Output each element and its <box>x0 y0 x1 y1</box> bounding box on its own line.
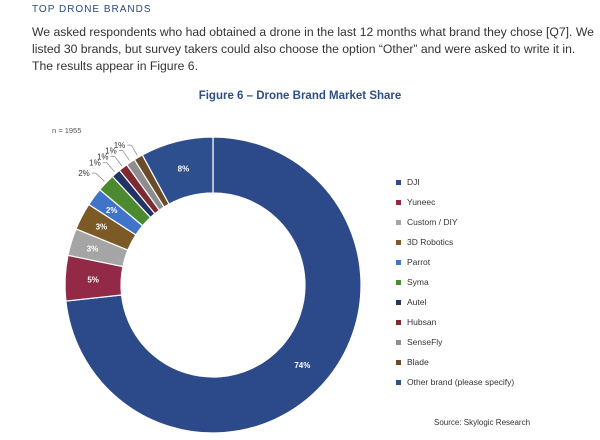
legend-swatch <box>396 179 401 185</box>
legend-item: Syma <box>396 272 514 292</box>
slice-label: 3% <box>87 244 99 253</box>
donut-slice <box>65 136 362 434</box>
legend-swatch <box>396 199 401 205</box>
donut-slice <box>141 136 214 205</box>
legend-label: Custom / DIY <box>407 217 458 227</box>
intro-line: listed 30 brands, but survey takers coul… <box>32 42 576 56</box>
legend-swatch <box>396 299 401 305</box>
legend-swatch <box>396 379 401 385</box>
legend-item: SenseFly <box>396 332 514 352</box>
sample-size-label: n = 1955 <box>52 126 82 135</box>
source-note: Source: Skylogic Research <box>434 418 531 427</box>
leader-line <box>102 162 115 173</box>
intro-paragraph: We asked respondents who had obtained a … <box>32 24 594 75</box>
legend-swatch <box>396 239 401 245</box>
legend-label: SenseFly <box>407 337 443 347</box>
legend-label: Syma <box>407 277 429 287</box>
slice-label: 2% <box>106 206 118 215</box>
legend-item: Yuneec <box>396 192 514 212</box>
leader-line <box>127 144 138 156</box>
intro-line: We asked respondents who had obtained a … <box>32 25 594 39</box>
slice-label: 5% <box>87 275 99 284</box>
legend-item: Autel <box>396 292 514 312</box>
legend-swatch <box>396 339 401 345</box>
legend-item: DJI <box>396 172 514 192</box>
legend-swatch <box>396 319 401 325</box>
legend-label: Other brand (please specify) <box>407 377 515 387</box>
legend-item: 3D Robotics <box>396 232 514 252</box>
legend-item: Parrot <box>396 252 514 272</box>
slice-label: 3% <box>96 223 108 232</box>
legend-item: Custom / DIY <box>396 212 514 232</box>
legend-label: DJI <box>407 177 420 187</box>
leader-line <box>91 172 105 182</box>
legend-swatch <box>396 219 401 225</box>
slice-label: 2% <box>78 169 90 178</box>
legend-label: Blade <box>407 357 429 367</box>
slice-label: 74% <box>294 361 310 370</box>
legend-label: Autel <box>407 297 427 307</box>
slice-label: 1% <box>114 141 126 150</box>
legend-label: Parrot <box>407 257 431 267</box>
legend-label: Hubsan <box>407 317 437 327</box>
figure-title: Figure 6 – Drone Brand Market Share <box>198 90 402 102</box>
legend-swatch <box>396 259 401 265</box>
intro-line: The results appear in Figure 6. <box>32 59 198 73</box>
legend-item: Other brand (please specify) <box>396 372 514 392</box>
section-heading: TOP DRONE BRANDS <box>32 4 152 15</box>
slice-label: 1% <box>97 152 109 161</box>
legend-swatch <box>396 359 401 365</box>
slice-label: 8% <box>178 165 190 174</box>
legend-label: 3D Robotics <box>407 237 454 247</box>
leader-line <box>110 155 123 167</box>
legend-item: Blade <box>396 352 514 372</box>
slice-label: 1% <box>89 159 101 168</box>
legend-item: Hubsan <box>396 312 514 332</box>
leader-line <box>118 150 130 161</box>
legend-swatch <box>396 279 401 285</box>
chart-legend: DJI Yuneec Custom / DIY 3D Robotics Parrot Sy… <box>396 172 514 392</box>
legend-label: Yuneec <box>407 197 436 207</box>
slice-label: 1% <box>105 146 117 155</box>
